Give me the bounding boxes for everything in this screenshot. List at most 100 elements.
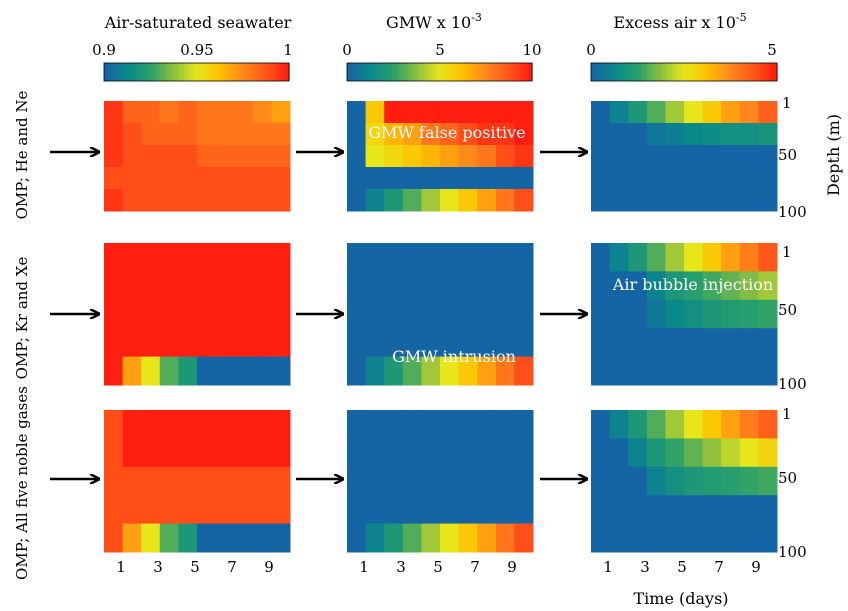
- heatmap-cell: [347, 101, 367, 124]
- heatmap-cell: [665, 271, 685, 301]
- heatmap-cell: [215, 495, 235, 525]
- colorbar-gmw-segment: [461, 63, 465, 81]
- heatmap-cell: [402, 167, 422, 190]
- colorbar-gmw-segment: [408, 63, 413, 81]
- y-tick-r1-1: 1: [782, 94, 792, 112]
- heatmap-cell: [440, 101, 460, 124]
- heatmap-cell: [591, 328, 611, 358]
- colorbar-gmw-segment: [442, 63, 447, 81]
- heatmap-cell: [197, 167, 217, 190]
- heatmap-cell: [234, 145, 254, 168]
- heatmap-cell: [365, 123, 385, 146]
- colorbar-gmw-segment: [393, 63, 397, 81]
- heatmap-cell: [104, 243, 124, 272]
- heatmap-cell: [758, 243, 778, 272]
- heatmap-cell: [702, 299, 722, 329]
- heatmap-cell: [271, 145, 291, 168]
- colorbar-excess-air-segment: [634, 63, 639, 81]
- heatmap-cell: [159, 438, 179, 468]
- colorbar-gmw-segment: [510, 63, 515, 81]
- colorbar-excess-air-segment: [643, 63, 648, 81]
- heatmap-cell: [702, 356, 722, 386]
- heatmap-cell: [684, 145, 704, 168]
- heatmap-cell: [721, 523, 741, 553]
- heatmap-cell: [234, 167, 254, 190]
- heatmap-row1-gmw: [347, 101, 534, 212]
- heatmap-cell: [197, 466, 217, 496]
- colorbar-gmw-segment: [522, 63, 527, 81]
- colorbar-excess-air-segment: [699, 63, 704, 81]
- heatmap-cell: [684, 243, 704, 272]
- colorbar-excess-air-segment: [625, 63, 629, 81]
- heatmap-cell: [702, 523, 722, 553]
- heatmap-cell: [739, 101, 759, 124]
- heatmap-cell: [609, 243, 629, 272]
- heatmap-cell: [104, 356, 124, 386]
- heatmap-cell: [384, 495, 404, 525]
- colorbar-excess-air-segment: [612, 63, 617, 81]
- heatmap-cell: [178, 328, 198, 358]
- heatmap-cell: [384, 189, 404, 212]
- heatmap-cell: [628, 271, 648, 301]
- heatmap-cell: [591, 356, 611, 386]
- colorbar-excess-air-segment: [594, 63, 598, 81]
- colorbar-gmw-segment: [436, 63, 441, 81]
- heatmap-cell: [122, 101, 142, 124]
- heatmap-cell: [440, 466, 460, 496]
- colorbar-seawater-segment: [252, 63, 256, 81]
- colorbar-excess-air-segment: [618, 63, 623, 81]
- heatmap-cell: [271, 189, 291, 212]
- colorbar-gmw-segment: [384, 63, 388, 81]
- heatmap-cell: [365, 167, 385, 190]
- heatmap-cell: [646, 271, 666, 301]
- colorbar-seawater-segment: [242, 63, 247, 81]
- heatmap-cell: [421, 167, 441, 190]
- heatmap-cell: [628, 167, 648, 190]
- heatmap-cell: [402, 438, 422, 468]
- colorbar-seawater-segment: [116, 63, 121, 81]
- heatmap-cell: [347, 438, 367, 468]
- colorbar-gmw-segment: [411, 63, 416, 81]
- heatmap-cell: [739, 438, 759, 468]
- heatmap-cell: [122, 523, 142, 553]
- heatmap-cell: [739, 271, 759, 301]
- heatmap-cell: [104, 328, 124, 358]
- heatmap-cell: [122, 271, 142, 301]
- row-label-he-ne: OMP; He and Ne: [13, 91, 31, 220]
- heatmap-cell: [271, 438, 291, 468]
- heatmap-cell: [234, 271, 254, 301]
- heatmap-cell: [495, 299, 515, 329]
- heatmap-cell: [384, 145, 404, 168]
- colorbar-excess-air-segment: [680, 63, 685, 81]
- heatmap-cell: [402, 328, 422, 358]
- heatmap-cell: [739, 123, 759, 146]
- heatmap-cell: [702, 438, 722, 468]
- colorbar-seawater-segment: [233, 63, 238, 81]
- heatmap-cell: [721, 145, 741, 168]
- colorbar-gmw-segment: [470, 63, 475, 81]
- heatmap-cell: [104, 167, 124, 190]
- colorbar-seawater-segment: [134, 63, 139, 81]
- heatmap-cell: [421, 328, 441, 358]
- heatmap-cell: [141, 299, 161, 329]
- heatmap-cell: [514, 495, 534, 525]
- colorbar-excess-air-segment: [705, 63, 710, 81]
- heatmap-cell: [122, 410, 142, 439]
- x-tick-p1-7: 7: [227, 558, 237, 576]
- y-axis-label: Depth (m): [824, 114, 843, 196]
- heatmap-cell: [628, 523, 648, 553]
- colorbar-seawater-segment: [227, 63, 232, 81]
- heatmap-cell: [514, 356, 534, 386]
- colorbar-seawater-segment: [128, 63, 133, 81]
- heatmap-cell: [609, 410, 629, 439]
- heatmap-cell: [402, 523, 422, 553]
- heatmap-cell: [684, 328, 704, 358]
- heatmap-cell: [252, 243, 272, 272]
- heatmap-cell: [365, 328, 385, 358]
- colorbar-seawater-segment: [110, 63, 114, 81]
- heatmap-cell: [252, 123, 272, 146]
- colorbar-excess-air-segment: [646, 63, 651, 81]
- heatmap-cell: [495, 410, 515, 439]
- colorbar-gmw-segment: [504, 63, 508, 81]
- heatmap-cell: [628, 410, 648, 439]
